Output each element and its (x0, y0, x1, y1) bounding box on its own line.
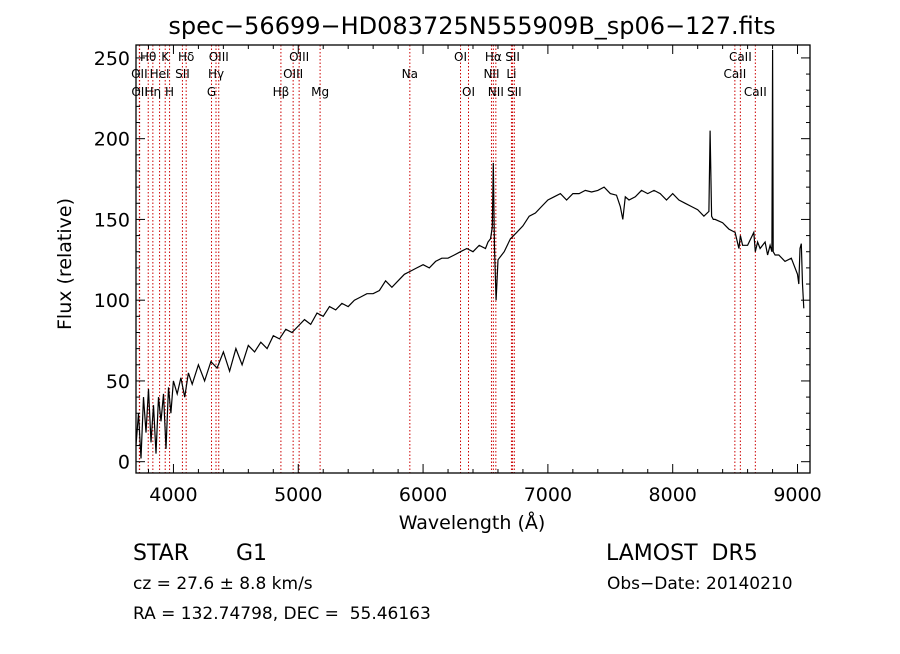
spectral-line-label: Hα (485, 50, 502, 64)
y-tick-label: 0 (118, 452, 130, 474)
y-tick-label: 200 (94, 129, 130, 151)
spectral-line-label: OIII (283, 67, 303, 81)
spectral-line-label: CaII (723, 67, 746, 81)
flux-series-line (135, 49, 805, 459)
x-tick-label: 9000 (773, 484, 821, 506)
observation-date: Obs−Date: 20140210 (607, 574, 793, 594)
coordinates: RA = 132.74798, DEC = 55.46163 (133, 604, 431, 624)
spectral-line-label: OI (462, 85, 475, 99)
chart-title: spec−56699−HD083725N555909B_sp06−127.fit… (168, 12, 775, 40)
spectral-line-label: NII (488, 85, 504, 99)
spectral-line-label: HeI (150, 67, 170, 81)
x-tick-label: 7000 (524, 484, 572, 506)
spectral-line-label: Li (506, 67, 516, 81)
plot-frame (135, 44, 811, 474)
spectral-line-label: H (165, 85, 174, 99)
spectral-line-label: OI (454, 50, 467, 64)
spectral-line-label: CaII (729, 50, 752, 64)
x-axis-ticks: 4000 5000 6000 7000 8000 9000 (147, 45, 822, 506)
x-tick-label: 4000 (149, 484, 197, 506)
redshift-cz: cz = 27.6 ± 8.8 km/s (133, 574, 313, 594)
spectral-line-label: G (207, 85, 216, 99)
y-tick-label: 100 (94, 290, 130, 312)
y-tick-label: 250 (94, 48, 130, 70)
spectral-line-label: Hδ (178, 50, 194, 64)
spectral-line-label: Hθ (140, 50, 156, 64)
spectral-line-label: Na (402, 67, 418, 81)
x-tick-label: 8000 (649, 484, 697, 506)
spectral-line-label: Mg (311, 85, 329, 99)
spectral-line-label: K (161, 50, 170, 64)
y-axis-label: Flux (relative) (54, 198, 76, 330)
object-class: STAR (133, 541, 189, 566)
spectral-line-label: OIII (209, 50, 229, 64)
spectral-line-label: Hβ (273, 85, 290, 99)
survey-name: LAMOST DR5 (606, 541, 758, 566)
x-tick-label: 6000 (399, 484, 447, 506)
x-axis-label: Wavelength (Å) (399, 511, 546, 534)
spectral-line-label: Hγ (208, 67, 224, 81)
spectral-line-label: NII (483, 67, 499, 81)
spectral-line-label: SII (505, 50, 520, 64)
spectral-line-labels: HθOIIOIIHηHeIKHSIIHδGHγOIIIHβOIIIOIIIMgN… (131, 50, 767, 99)
spectral-line-label: SII (175, 67, 190, 81)
spectral-line-label: SII (507, 85, 522, 99)
spectral-line-label: OIII (289, 50, 309, 64)
spectral-line-label: Hη (145, 85, 162, 99)
y-tick-label: 150 (94, 209, 130, 231)
object-subclass: G1 (236, 541, 267, 566)
y-axis-ticks: 0 50 100 150 200 250 (94, 48, 810, 474)
y-tick-label: 50 (106, 371, 130, 393)
spectral-line-markers (138, 45, 756, 473)
x-tick-label: 5000 (274, 484, 322, 506)
spectral-line-label: CaII (744, 85, 767, 99)
